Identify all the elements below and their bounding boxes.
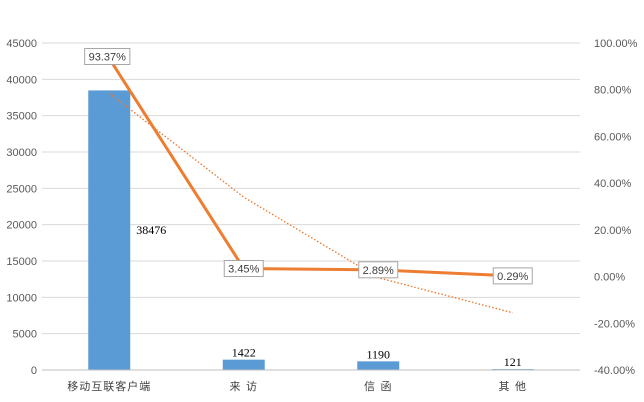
percentage-label-text: 93.37% [89, 51, 127, 63]
bar [88, 90, 131, 371]
category-tick-label: 来 访 [230, 380, 259, 393]
left-axis-tick-label: 15000 [6, 256, 37, 268]
axes: 0 5000 10000 15000 20000 25000 30000 35000 40000… [6, 38, 637, 393]
right-axis-tick-label: 60.00% [594, 131, 632, 143]
left-axis-tick-label: 45000 [6, 38, 37, 50]
trendline-series [108, 92, 513, 314]
left-axis-tick-label: 30000 [6, 147, 37, 159]
data-labels: 38476 1422 1190 121 93.37% 3.45% 2.89% 0.29% [84, 47, 533, 369]
percentage-label-text: 2.89% [363, 265, 394, 277]
left-axis-tick-label: 25000 [6, 183, 37, 195]
left-axis-tick-label: 5000 [13, 329, 37, 341]
percentage-label-text: 3.45% [228, 264, 259, 276]
percentage-label-box [492, 267, 533, 285]
percentage-label: 3.45% [223, 260, 264, 278]
left-axis-tick-label: 10000 [6, 292, 37, 304]
category-tick-label: 信 函 [364, 380, 393, 393]
bar-value-label: 1190 [366, 347, 390, 361]
percentage-line [107, 57, 513, 278]
category-tick-label: 移动互联客户端 [67, 379, 151, 393]
percentage-line-series [107, 57, 513, 278]
right-axis-tick-label: 100.00% [594, 38, 638, 50]
right-axis-tick-label: -40.00% [594, 365, 635, 377]
left-axis-tick-label: 20000 [6, 220, 37, 232]
bar [222, 359, 265, 370]
trendline [108, 92, 513, 314]
bar [357, 361, 400, 370]
bar-value-label: 121 [504, 355, 522, 369]
left-axis-tick-label: 40000 [6, 74, 37, 86]
percentage-label-box [358, 261, 399, 279]
left-axis-tick-label: 35000 [6, 111, 37, 123]
percentage-label-text: 0.29% [497, 271, 528, 283]
percentage-label: 93.37% [84, 47, 131, 65]
right-axis-tick-label: 20.00% [594, 225, 632, 237]
bar-value-label: 1422 [232, 346, 256, 360]
category-tick-label: 其 他 [499, 380, 528, 393]
right-axis-tick-label: 0.00% [594, 272, 625, 284]
gridlines [42, 42, 580, 371]
right-axis-tick-label: -20.00% [594, 318, 635, 330]
percentage-label-box [84, 47, 131, 65]
right-axis-tick-label: 80.00% [594, 85, 632, 97]
bar-value-label: 38476 [136, 223, 166, 237]
right-axis-tick-label: 40.00% [594, 178, 632, 190]
percentage-label: 0.29% [492, 267, 533, 285]
left-axis-tick-label: 0 [31, 365, 37, 377]
percentage-label: 2.89% [358, 261, 399, 279]
percentage-label-box [223, 260, 264, 278]
